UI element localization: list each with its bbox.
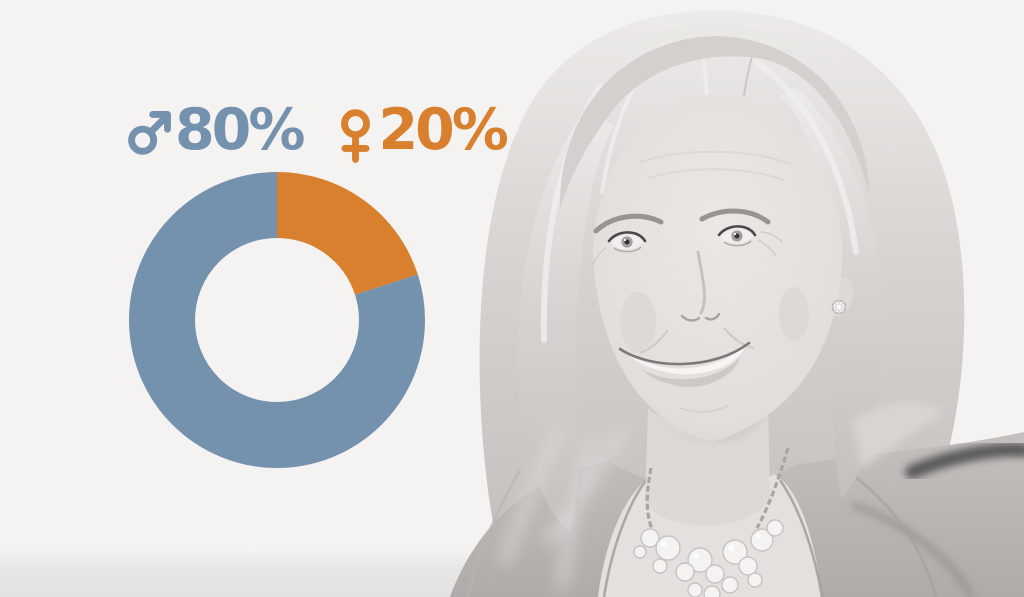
male-value-label: 80% xyxy=(175,97,305,163)
pearl-necklace xyxy=(633,447,790,597)
nose xyxy=(680,250,721,322)
hair-fringe xyxy=(559,36,870,210)
male-icon xyxy=(128,110,171,155)
smile xyxy=(618,341,751,413)
female-icon xyxy=(341,109,371,163)
female-value-label: 20% xyxy=(378,97,508,163)
right-eye xyxy=(717,225,757,247)
shoulder-fold xyxy=(905,442,1024,479)
legend-item-male: 80% xyxy=(127,97,305,163)
chart-legend: 80% 20% xyxy=(127,97,509,164)
donut-slice-male xyxy=(129,172,425,468)
earring xyxy=(830,298,848,316)
right-eyebrow xyxy=(699,208,771,225)
face xyxy=(593,94,854,442)
left-eye xyxy=(607,231,647,253)
left-eyebrow xyxy=(593,213,664,234)
legend-item-female: 20% xyxy=(338,97,509,164)
facial-features xyxy=(592,208,783,413)
